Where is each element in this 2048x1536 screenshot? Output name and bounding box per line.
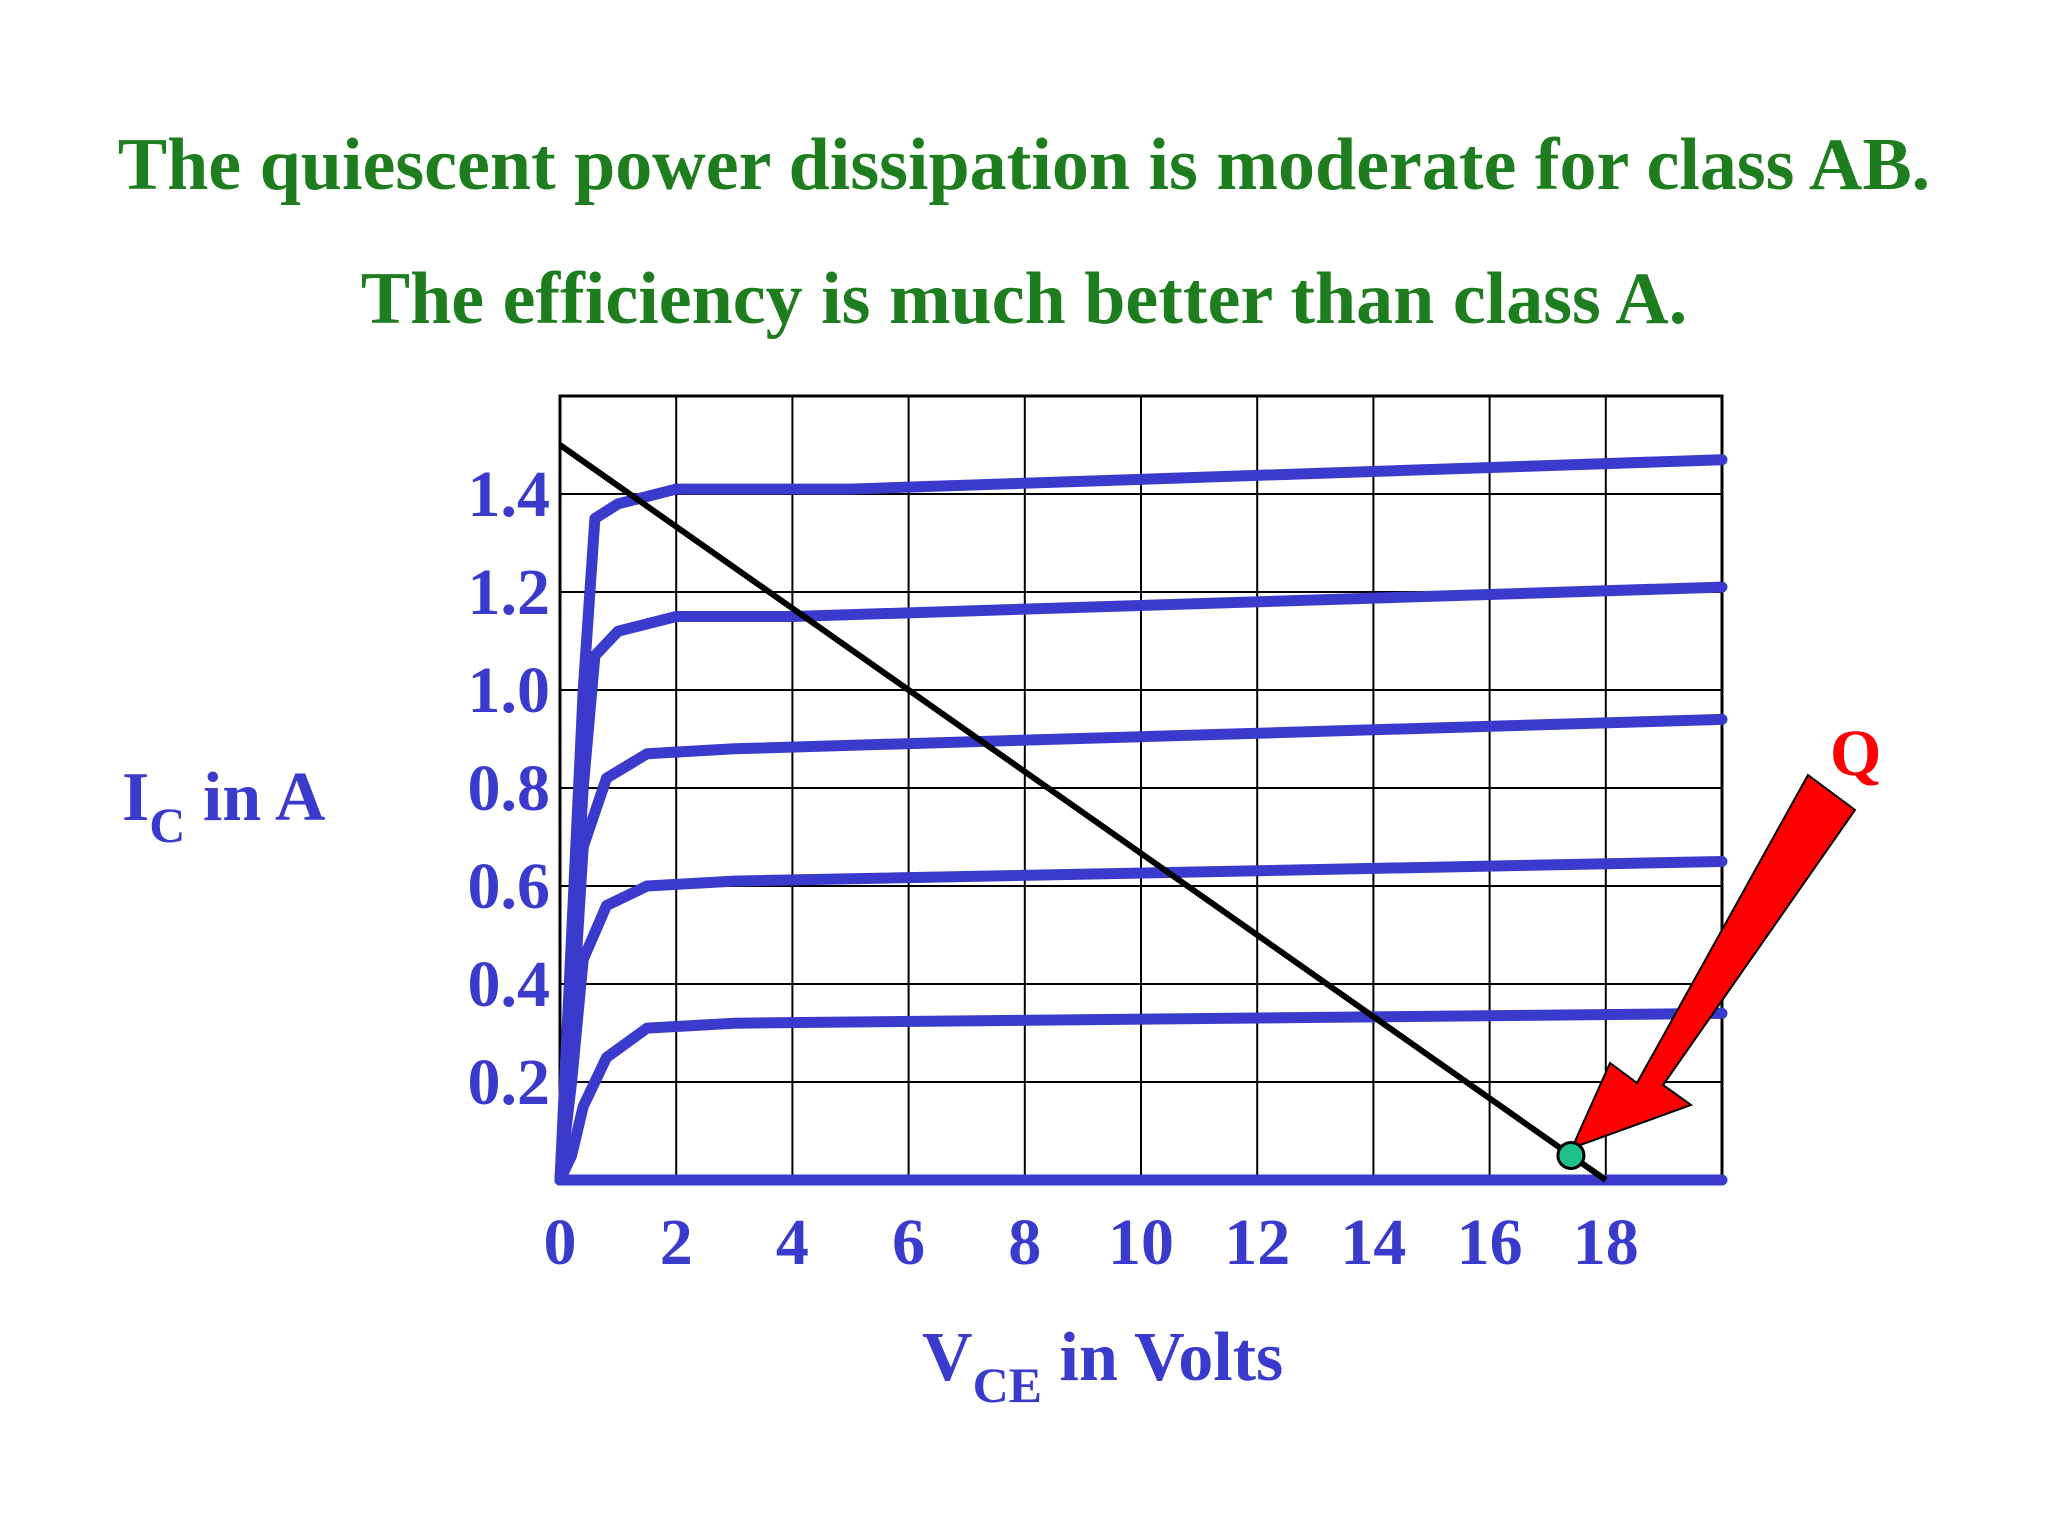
q-point-label: Q <box>1830 717 1881 790</box>
x-axis-label-rest: in Volts <box>1042 1319 1283 1396</box>
headline-line-2: The efficiency is much better than class… <box>360 258 1688 340</box>
y-tick-label: 0.6 <box>468 850 551 923</box>
q-pointer-arrow <box>1570 773 1857 1150</box>
y-axis-label-main: I <box>122 759 149 836</box>
x-axis-label-sub: CE <box>973 1357 1042 1413</box>
x-tick-label: 2 <box>660 1206 693 1279</box>
y-axis-label-sub: C <box>149 797 185 853</box>
characteristic-curve-2 <box>554 1007 1728 1186</box>
load-line <box>558 442 1608 1183</box>
load-line-layer <box>558 442 1608 1183</box>
q-point-marker <box>1556 1141 1586 1170</box>
characteristic-curve-6 <box>554 454 1728 1186</box>
y-tick-label: 1.2 <box>468 556 551 629</box>
y-tick-label: 0.8 <box>468 752 551 825</box>
x-tick-label: 18 <box>1573 1206 1639 1279</box>
x-tick-label: 8 <box>1008 1206 1041 1279</box>
y-tick-label: 0.2 <box>468 1046 551 1119</box>
x-tick-label: 4 <box>776 1206 809 1279</box>
x-tick-label: 6 <box>892 1206 925 1279</box>
y-tick-label: 1.4 <box>468 458 551 531</box>
x-tick-label: 16 <box>1457 1206 1523 1279</box>
y-tick-label: 0.4 <box>468 948 551 1021</box>
x-tick-label: 10 <box>1108 1206 1174 1279</box>
characteristic-curves <box>554 454 1728 1186</box>
chart-grid <box>558 394 1724 1182</box>
y-tick-label: 1.0 <box>468 654 551 727</box>
x-axis-label: VCE in Volts <box>922 1319 1283 1413</box>
x-tick-label: 0 <box>544 1206 577 1279</box>
tick-labels: 0 2 4 6 8 10 12 14 16 18 0.2 0.4 0.6 0.8 1.0 1.2 1.4 <box>468 458 1639 1279</box>
y-axis-label: IC in A <box>122 759 326 853</box>
x-axis-label-main: V <box>922 1319 973 1396</box>
x-tick-label: 14 <box>1340 1206 1406 1279</box>
headline-line-1: The quiescent power dissipation is moder… <box>117 124 1931 206</box>
x-tick-label: 12 <box>1224 1206 1290 1279</box>
y-axis-label-rest: in A <box>185 759 326 836</box>
